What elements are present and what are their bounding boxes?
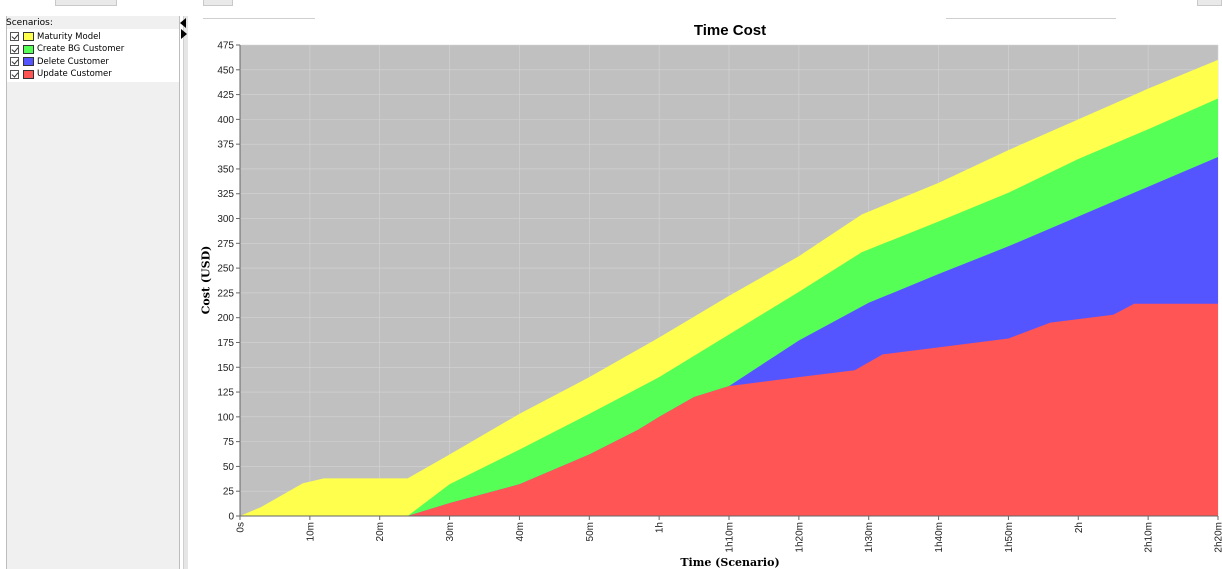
panel-splitter[interactable] (183, 16, 188, 569)
chart-title: Time Cost (693, 22, 767, 39)
y-tick-label: 25 (223, 487, 235, 498)
x-tick-label: 2h (1074, 522, 1085, 533)
top-divider-left (203, 18, 315, 19)
scenario-color-swatch (23, 44, 34, 54)
y-tick-label: 225 (217, 288, 234, 299)
scenario-checkbox[interactable] (10, 57, 19, 66)
scenarios-panel (6, 16, 180, 569)
y-tick-label: 0 (228, 512, 234, 523)
scenario-checkbox[interactable] (10, 44, 19, 54)
scenario-item[interactable]: Maturity Model (10, 31, 101, 42)
x-axis-label: Time (Scenario) (680, 556, 780, 569)
collapse-left-icon[interactable] (180, 18, 186, 28)
scenario-color-swatch (23, 69, 34, 79)
scenario-checkbox[interactable] (10, 69, 19, 79)
top-toolbar-button-2[interactable] (203, 0, 233, 6)
scenario-color-swatch (23, 32, 34, 41)
x-tick-label: 50m (585, 522, 596, 541)
x-tick-label: 2h10m (1144, 522, 1155, 553)
x-tick-label: 10m (305, 522, 316, 541)
scenario-color-swatch (23, 57, 34, 66)
x-tick-label: 0s (236, 522, 247, 533)
x-tick-label: 30m (445, 522, 456, 541)
scenario-list: Maturity Model Create BG Customer Delete C… (7, 29, 179, 82)
y-tick-label: 75 (223, 437, 235, 448)
y-tick-label: 100 (217, 412, 234, 423)
y-tick-label: 175 (217, 338, 234, 349)
x-tick-label: 40m (515, 522, 526, 541)
scenario-item[interactable]: Create BG Customer (10, 44, 124, 55)
y-tick-label: 350 (217, 164, 234, 175)
scenario-item[interactable]: Update Customer (10, 69, 112, 80)
scenarios-label: Scenarios: (6, 18, 53, 28)
scenario-label: Delete Customer (37, 56, 109, 67)
top-divider-right (946, 18, 1116, 19)
x-tick-label: 20m (375, 522, 386, 541)
y-tick-label: 375 (217, 140, 234, 151)
top-toolbar-button[interactable] (55, 0, 117, 6)
x-tick-label: 2h20m (1214, 522, 1222, 553)
x-tick-label: 1h50m (1004, 522, 1015, 553)
y-tick-label: 50 (223, 462, 235, 473)
y-tick-label: 325 (217, 189, 234, 200)
x-tick-label: 1h (655, 522, 666, 533)
area-series-update-customer (240, 303, 1218, 516)
scenario-label: Maturity Model (37, 31, 101, 42)
y-tick-label: 275 (217, 239, 234, 250)
scenario-checkbox[interactable] (10, 32, 19, 41)
x-tick-label: 1h20m (794, 522, 805, 553)
scenario-label: Create BG Customer (37, 44, 125, 54)
y-tick-label: 125 (217, 388, 234, 399)
x-tick-label: 1h10m (725, 522, 736, 553)
y-tick-label: 475 (217, 41, 234, 52)
scenario-item[interactable]: Delete Customer (10, 56, 109, 67)
x-tick-label: 1h30m (864, 522, 875, 553)
expand-right-icon[interactable] (181, 29, 187, 39)
y-tick-label: 250 (217, 264, 234, 275)
y-tick-label: 450 (217, 65, 234, 76)
y-tick-label: 400 (217, 115, 234, 126)
y-tick-label: 150 (217, 363, 234, 374)
y-tick-label: 300 (217, 214, 234, 225)
y-tick-label: 200 (217, 313, 234, 324)
scenario-label: Update Customer (37, 69, 112, 79)
y-tick-label: 425 (217, 90, 234, 101)
x-tick-label: 1h40m (934, 522, 945, 553)
